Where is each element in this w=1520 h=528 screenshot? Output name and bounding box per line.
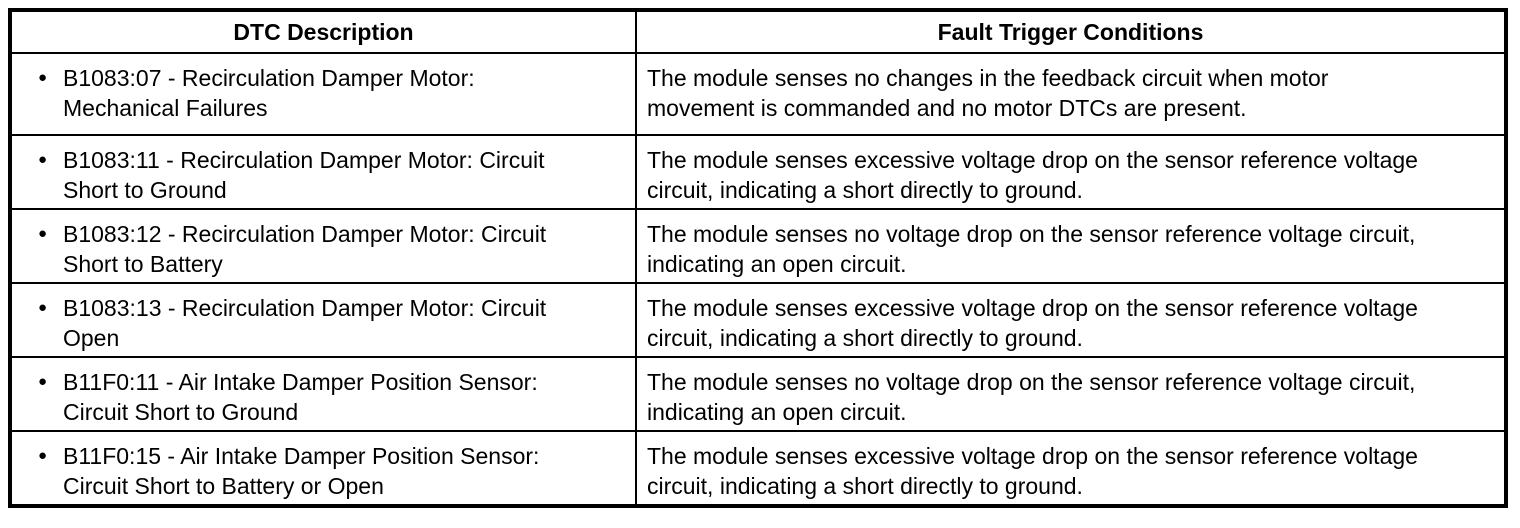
table-header-row: DTC Description Fault Trigger Conditions [12,12,1504,52]
table-row: ● B11F0:11 - Air Intake Damper Position … [12,356,1504,430]
dtc-cell: ● B11F0:15 - Air Intake Damper Position … [12,432,635,504]
bullet-icon: ● [38,69,48,86]
dtc-label: B1083:07 - Recirculation Damper Motor: M… [63,65,475,121]
dtc-label: B11F0:11 - Air Intake Damper Position Se… [63,369,538,425]
condition-cell: The module senses no voltage drop on the… [635,210,1504,282]
table-row: ● B1083:13 - Recirculation Damper Motor:… [12,282,1504,356]
bullet-icon: ● [38,299,48,316]
dtc-label: B1083:13 - Recirculation Damper Motor: C… [63,295,547,351]
dtc-cell: ● B11F0:11 - Air Intake Damper Position … [12,358,635,430]
dtc-fault-table: DTC Description Fault Trigger Conditions… [8,8,1508,508]
dtc-label: B1083:12 - Recirculation Damper Motor: C… [63,221,547,277]
bullet-icon: ● [38,225,48,242]
dtc-cell: ● B1083:12 - Recirculation Damper Motor:… [12,210,635,282]
table-row: ● B1083:12 - Recirculation Damper Motor:… [12,208,1504,282]
bullet-icon: ● [38,151,48,168]
column-header-fault-trigger-conditions: Fault Trigger Conditions [635,12,1504,52]
column-header-dtc-description: DTC Description [233,19,414,45]
condition-cell: The module senses excessive voltage drop… [635,284,1504,356]
dtc-label: B11F0:15 - Air Intake Damper Position Se… [63,443,540,499]
bullet-icon: ● [38,447,48,464]
condition-cell: The module senses excessive voltage drop… [635,136,1504,208]
condition-cell: The module senses excessive voltage drop… [635,432,1504,504]
table-row: ● B1083:07 - Recirculation Damper Motor:… [12,52,1504,134]
dtc-cell: ● B1083:13 - Recirculation Damper Motor:… [12,284,635,356]
bullet-icon: ● [38,373,48,390]
dtc-cell: ● B1083:07 - Recirculation Damper Motor:… [12,54,635,134]
condition-cell: The module senses no voltage drop on the… [635,358,1504,430]
dtc-label: B1083:11 - Recirculation Damper Motor: C… [63,147,545,203]
condition-cell: The module senses no changes in the feed… [635,54,1504,134]
dtc-cell: ● B1083:11 - Recirculation Damper Motor:… [12,136,635,208]
table-row: ● B11F0:15 - Air Intake Damper Position … [12,430,1504,504]
table-row: ● B1083:11 - Recirculation Damper Motor:… [12,134,1504,208]
